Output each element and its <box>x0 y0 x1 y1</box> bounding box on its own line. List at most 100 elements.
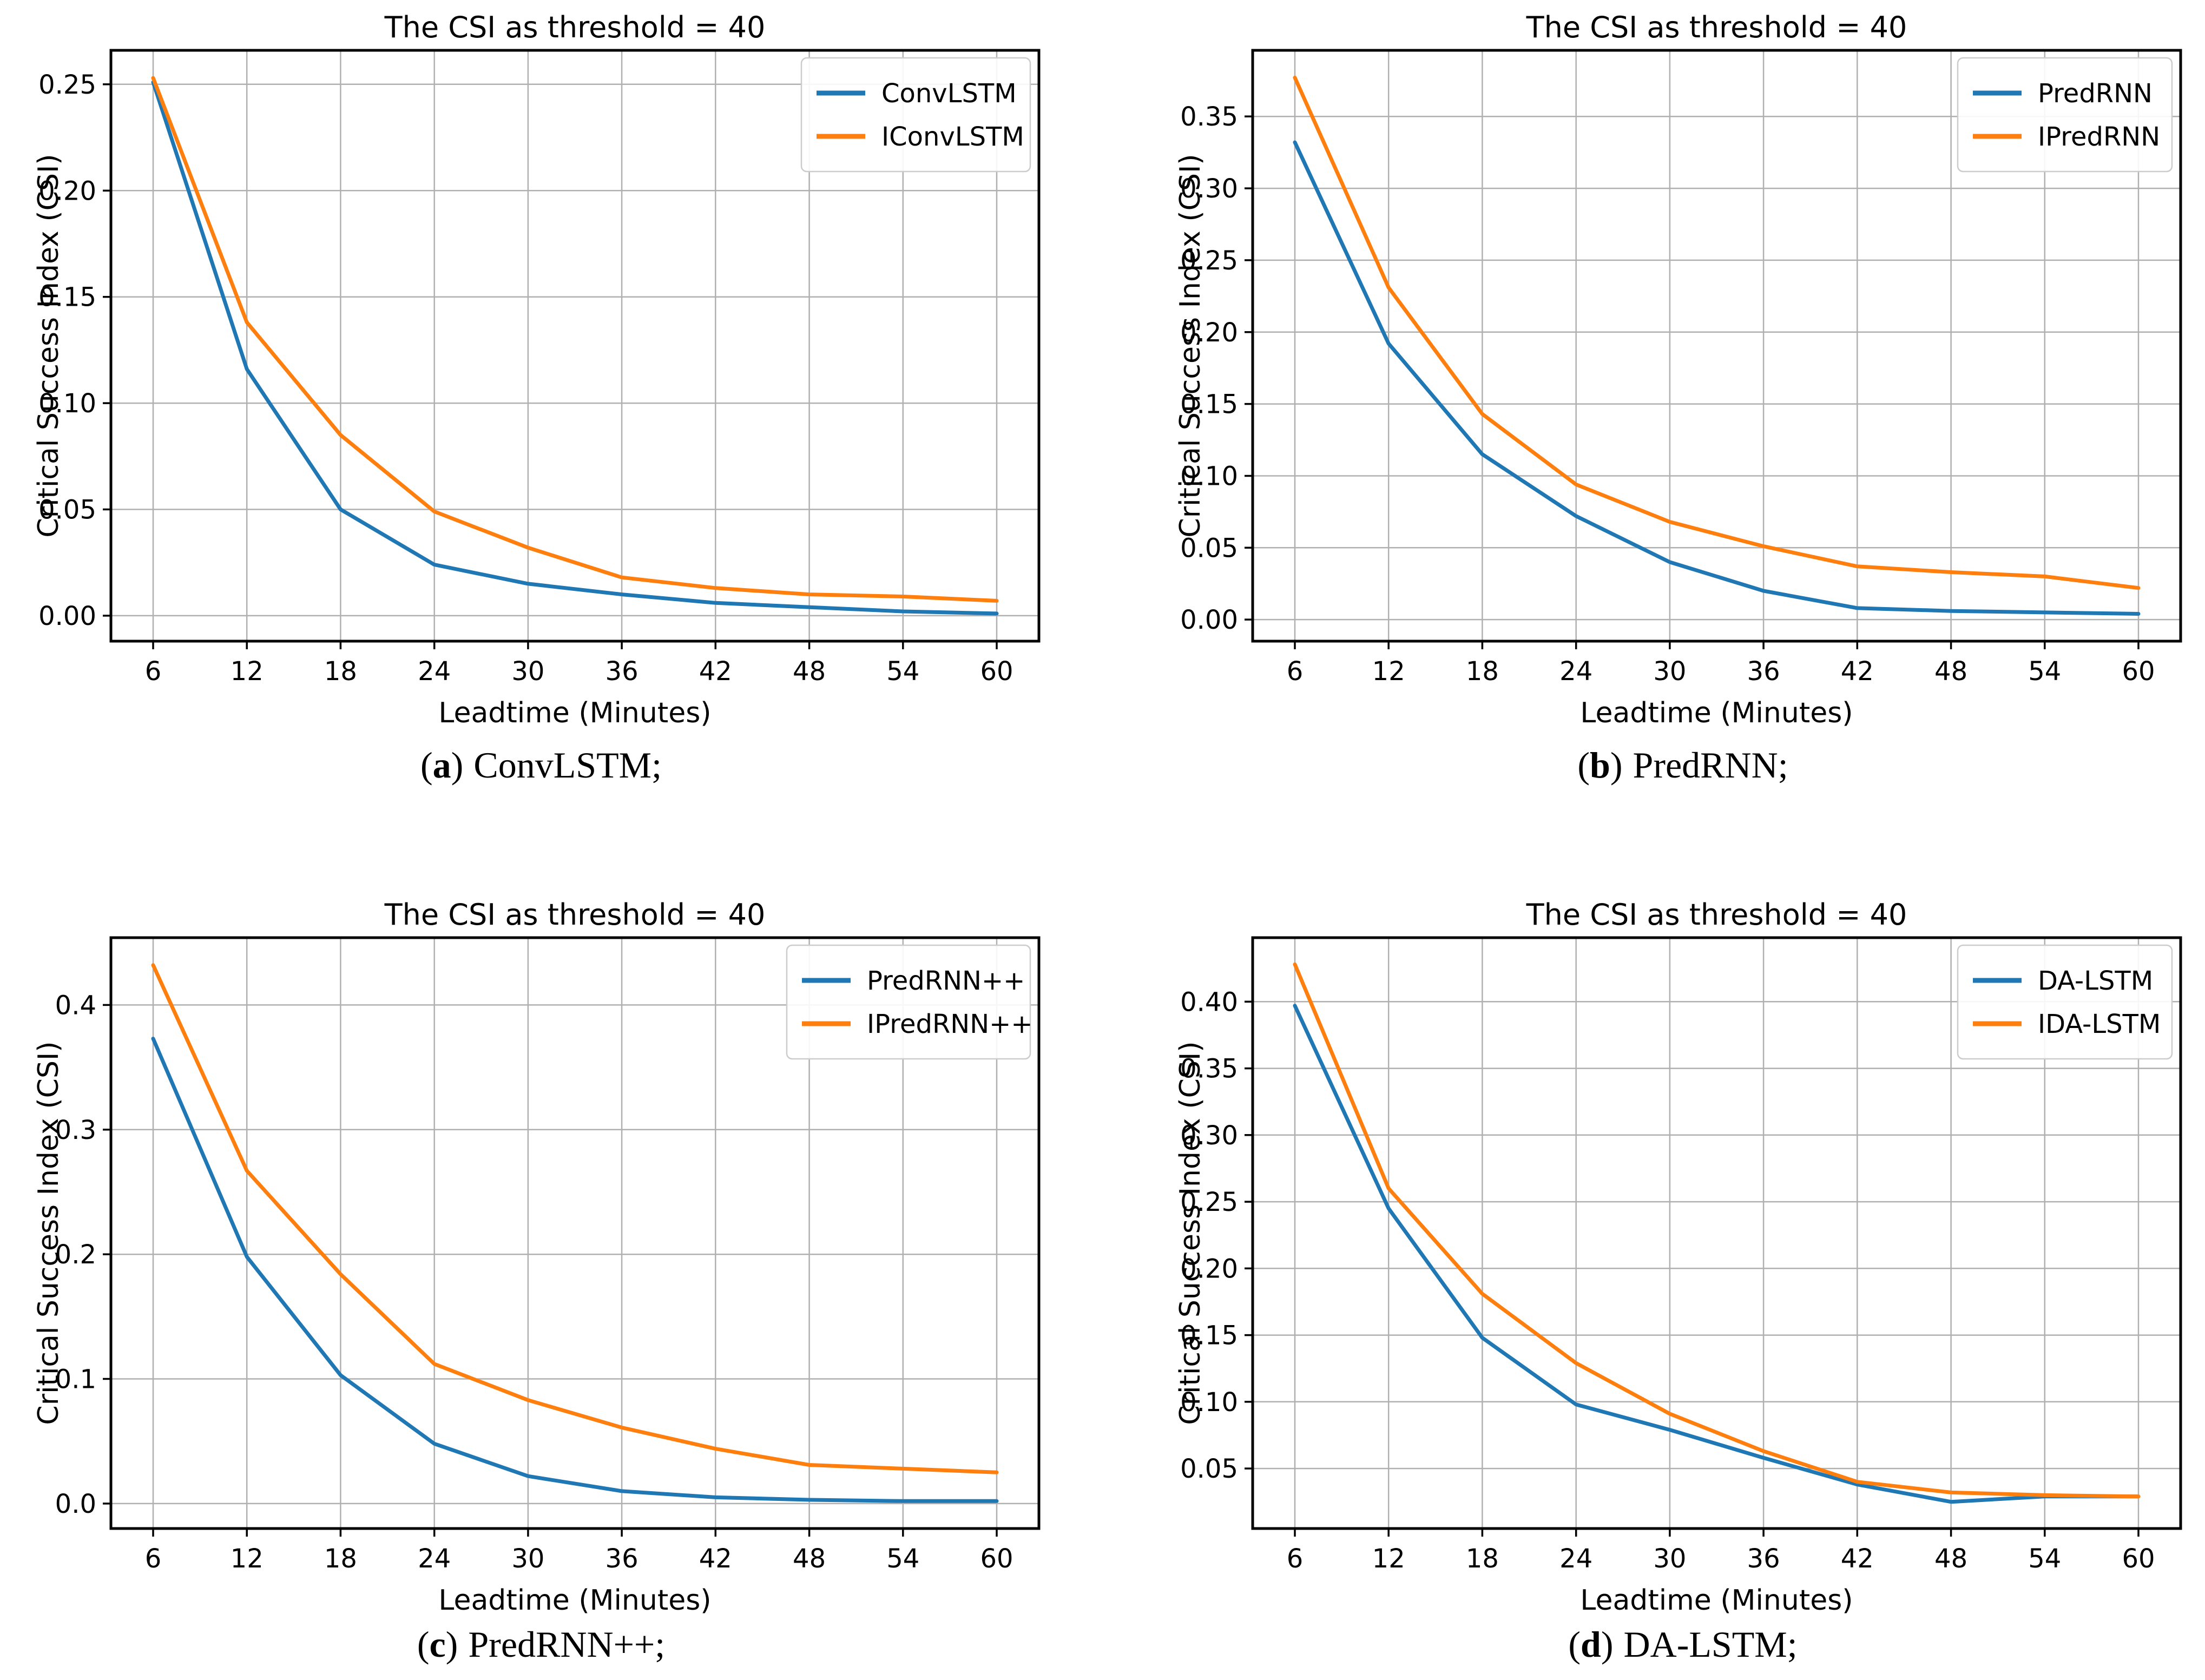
x-tick-label: 54 <box>2028 1544 2061 1574</box>
y-axis-label: Critical Success Index (CSI) <box>1174 1041 1207 1425</box>
caption-b-letter: b <box>1590 745 1610 786</box>
legend-box <box>800 57 1031 173</box>
x-tick-label: 48 <box>1934 656 1967 687</box>
plot-frame <box>109 49 1041 643</box>
legend-box <box>1957 57 2173 173</box>
chart-title: The CSI as threshold = 40 <box>384 10 766 44</box>
y-tick-label: 0.10 <box>1180 1387 1238 1418</box>
legend-box <box>1957 944 2173 1060</box>
y-tick-label: 0.15 <box>1180 1321 1238 1351</box>
DA-LSTM-line <box>1293 1004 2141 1504</box>
x-tick-label: 54 <box>886 1544 919 1574</box>
x-tick-label: 54 <box>2028 656 2061 687</box>
x-tick-label: 24 <box>418 1544 451 1574</box>
x-tick-label: 54 <box>886 656 919 687</box>
x-tick-label: 36 <box>605 1544 639 1574</box>
x-axis-label: Leadtime (Minutes) <box>1580 697 1853 728</box>
legend-label-IConvLSTM: IConvLSTM <box>881 122 1024 152</box>
csi-chart-convlstm: 6 12 18 24 30 36 42 48 54 60 Leadtime (Minutes) 0.0… <box>30 8 1052 728</box>
legend-label-DA-LSTM: DA-LSTM <box>2038 966 2153 996</box>
caption-a-close-paren: ) <box>451 745 464 786</box>
x-tick-label: 30 <box>511 1544 544 1574</box>
PredRNN++-line <box>151 1037 999 1503</box>
y-tick-label: 0.05 <box>1180 533 1238 563</box>
caption-b-close-paren: ) <box>1610 745 1623 786</box>
x-tick-label: 48 <box>793 1544 826 1574</box>
x-tick-label: 60 <box>2122 656 2155 687</box>
x-tick-label: 18 <box>324 1544 357 1574</box>
chart-d-figure: 6 12 18 24 30 36 42 48 54 60 Leadtime (Minutes) 0.0… <box>1171 895 2194 1615</box>
y-tick-label: 0.00 <box>38 601 96 631</box>
grid-lines <box>111 938 1039 1529</box>
x-tick-label: 42 <box>1841 1544 1874 1574</box>
y-tick-label: 0.30 <box>1180 174 1238 204</box>
legend-label-IDA-LSTM: IDA-LSTM <box>2038 1009 2161 1039</box>
legend: PredRNN++ IPredRNN++ <box>786 944 1033 1060</box>
x-axis: 6 12 18 24 30 36 42 48 54 60 Leadtime (Minutes) <box>1287 641 2155 728</box>
x-tick-label: 24 <box>1559 1544 1592 1574</box>
x-tick-label: 6 <box>1287 656 1304 687</box>
caption-d-letter: d <box>1581 1624 1601 1665</box>
chart-a-figure: 6 12 18 24 30 36 42 48 54 60 Leadtime (Minutes) 0.0… <box>30 8 1052 728</box>
x-axis-label: Leadtime (Minutes) <box>1580 1584 1853 1615</box>
y-axis: 0.00 0.05 0.10 0.15 0.20 0.25 0.30 0.35 Critical… <box>1174 102 1253 635</box>
x-tick-label: 18 <box>1466 656 1499 687</box>
caption-c-letter: c <box>429 1624 446 1665</box>
caption-b-label: PredRNN; <box>1633 745 1788 786</box>
x-tick-label: 42 <box>1841 656 1874 687</box>
legend-label-PredRNN++: PredRNN++ <box>867 966 1025 996</box>
csi-chart-predrnn: 6 12 18 24 30 36 42 48 54 60 Leadtime (Minutes) 0.0… <box>1171 8 2194 728</box>
x-tick-label: 12 <box>231 656 264 687</box>
legend: ConvLSTM IConvLSTM <box>800 57 1031 173</box>
caption-a-label: ConvLSTM; <box>473 745 662 786</box>
IDA-LSTM-line <box>1293 962 2141 1499</box>
x-tick-label: 30 <box>1653 656 1686 687</box>
x-tick-label: 60 <box>980 656 1013 687</box>
IPredRNN-line <box>1293 76 2141 590</box>
ConvLSTM-line <box>151 80 999 616</box>
caption-b-open-paren: ( <box>1577 745 1590 786</box>
y-tick-label: 0.40 <box>1180 987 1238 1017</box>
grid-lines <box>1253 938 2181 1529</box>
y-tick-label: 0.00 <box>1180 605 1238 635</box>
x-tick-label: 6 <box>1287 1544 1304 1574</box>
legend: PredRNN IPredRNN <box>1957 57 2173 173</box>
csi-chart-predrnnpp: 6 12 18 24 30 36 42 48 54 60 Leadtime (Minutes) 0.0… <box>30 895 1052 1615</box>
y-tick-label: 0.20 <box>1180 1254 1238 1284</box>
csi-chart-dalstm: 6 12 18 24 30 36 42 48 54 60 Leadtime (Minutes) 0.0… <box>1171 895 2194 1615</box>
x-tick-label: 36 <box>605 656 639 687</box>
caption-d: (d) DA-LSTM; <box>1171 1623 2194 1666</box>
y-tick-label: 0.25 <box>1180 1187 1238 1217</box>
x-tick-label: 6 <box>145 1544 162 1574</box>
x-tick-label: 12 <box>231 1544 264 1574</box>
caption-d-label: DA-LSTM; <box>1623 1624 1798 1665</box>
y-tick-label: 0.1 <box>55 1365 96 1395</box>
x-tick-label: 60 <box>980 1544 1013 1574</box>
legend-label-IPredRNN: IPredRNN <box>2038 122 2160 152</box>
x-tick-label: 60 <box>2122 1544 2155 1574</box>
y-tick-label: 0.15 <box>1180 390 1238 420</box>
x-axis: 6 12 18 24 30 36 42 48 54 60 Leadtime (Minutes) <box>145 641 1013 728</box>
x-axis: 6 12 18 24 30 36 42 48 54 60 Leadtime (Minutes) <box>145 1529 1013 1615</box>
y-tick-label: 0.25 <box>1180 246 1238 276</box>
caption-d-open-paren: ( <box>1568 1624 1581 1665</box>
legend-label-IPredRNN++: IPredRNN++ <box>867 1009 1033 1039</box>
y-tick-label: 0.20 <box>1180 318 1238 348</box>
x-tick-label: 30 <box>1653 1544 1686 1574</box>
y-tick-label: 0.4 <box>55 990 96 1020</box>
caption-a: (a) ConvLSTM; <box>30 744 1052 787</box>
grid-lines <box>1253 50 2181 641</box>
x-tick-label: 36 <box>1747 1544 1780 1574</box>
legend: DA-LSTM IDA-LSTM <box>1957 944 2173 1060</box>
x-tick-label: 6 <box>145 656 162 687</box>
chart-title: The CSI as threshold = 40 <box>1526 898 1907 932</box>
x-tick-label: 12 <box>1372 1544 1405 1574</box>
caption-c-close-paren: ) <box>445 1624 458 1665</box>
x-axis-label: Leadtime (Minutes) <box>438 1584 711 1615</box>
y-tick-label: 0.0 <box>55 1489 96 1519</box>
y-axis-label: Critical Success Index (CSI) <box>32 1041 65 1425</box>
x-axis-label: Leadtime (Minutes) <box>438 697 711 728</box>
x-tick-label: 24 <box>418 656 451 687</box>
plot-frame <box>1251 936 2182 1530</box>
